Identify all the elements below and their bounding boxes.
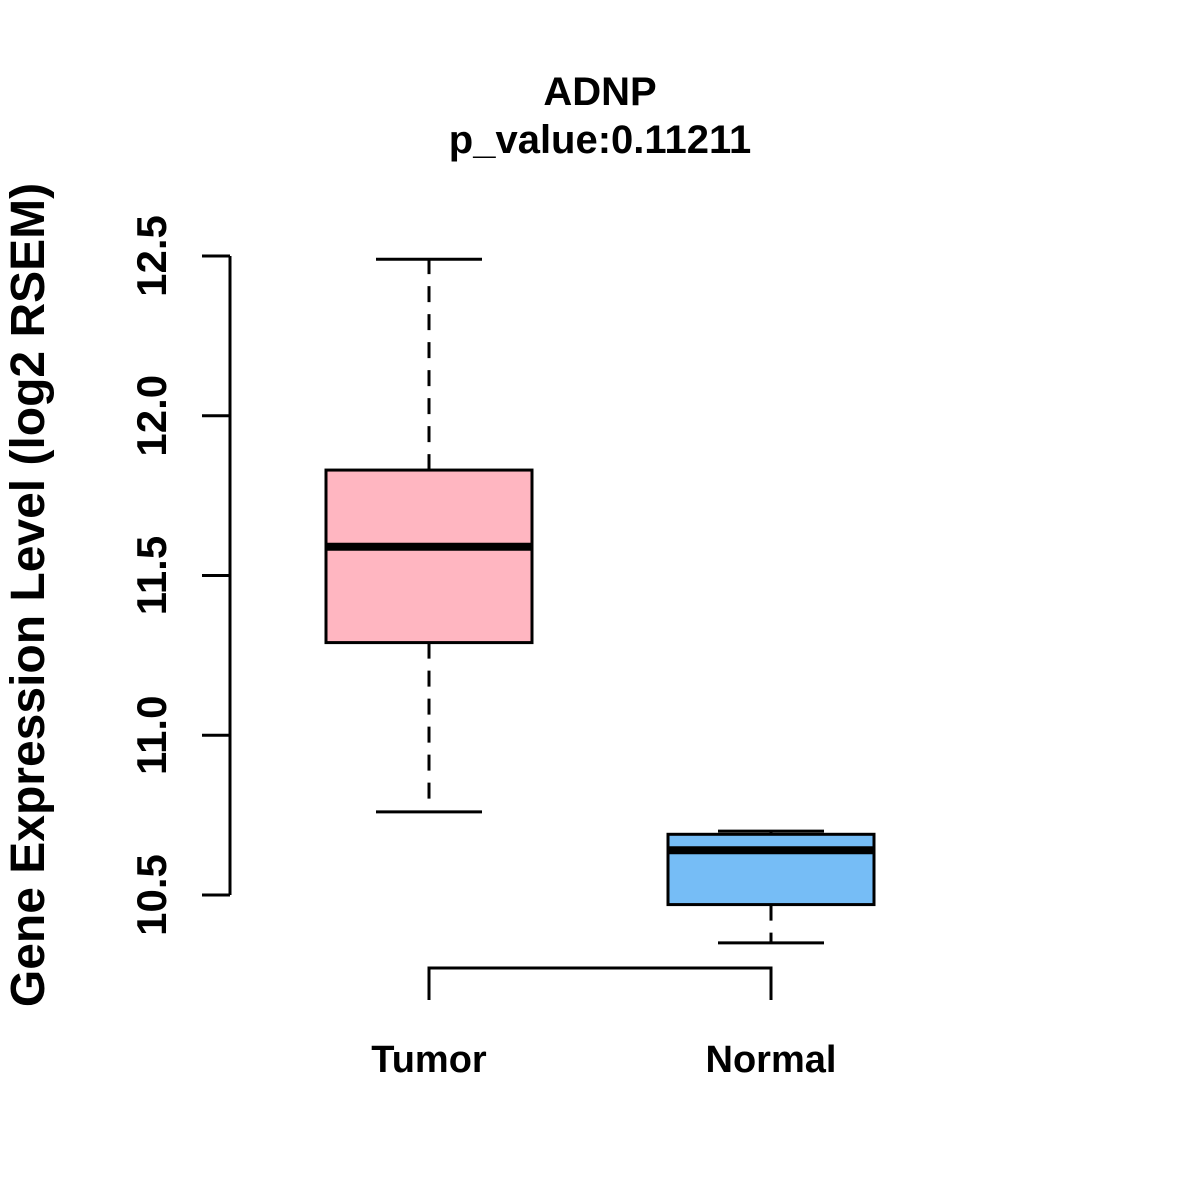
y-axis: 10.5 11.0 11.5 12.0 12.5 bbox=[128, 215, 232, 936]
x-axis-bracket-line bbox=[427, 966, 773, 1000]
y-tick-label: 11.5 bbox=[128, 536, 175, 615]
x-label-tumor: Tumor bbox=[371, 1039, 487, 1081]
chart-title: ADNP bbox=[543, 70, 656, 114]
boxplot-groups bbox=[324, 257, 876, 945]
y-tick-label: 11.0 bbox=[128, 696, 175, 775]
y-tick-label: 12.5 bbox=[128, 215, 175, 297]
x-category-labels: Tumor Normal bbox=[371, 1039, 836, 1081]
boxplot-group-tumor bbox=[324, 257, 534, 814]
boxplot-group-normal bbox=[666, 829, 876, 945]
iqr-box-normal bbox=[666, 832, 876, 907]
y-axis-label: Gene Expression Level (log2 RSEM) bbox=[2, 183, 55, 1007]
x-label-normal: Normal bbox=[706, 1039, 837, 1081]
x-axis-bracket bbox=[427, 966, 773, 1000]
y-tick-label: 12.0 bbox=[128, 375, 175, 457]
chart-subtitle: p_value:0.11211 bbox=[449, 118, 751, 162]
y-tick-label: 10.5 bbox=[128, 854, 175, 936]
iqr-box-tumor bbox=[324, 468, 534, 645]
